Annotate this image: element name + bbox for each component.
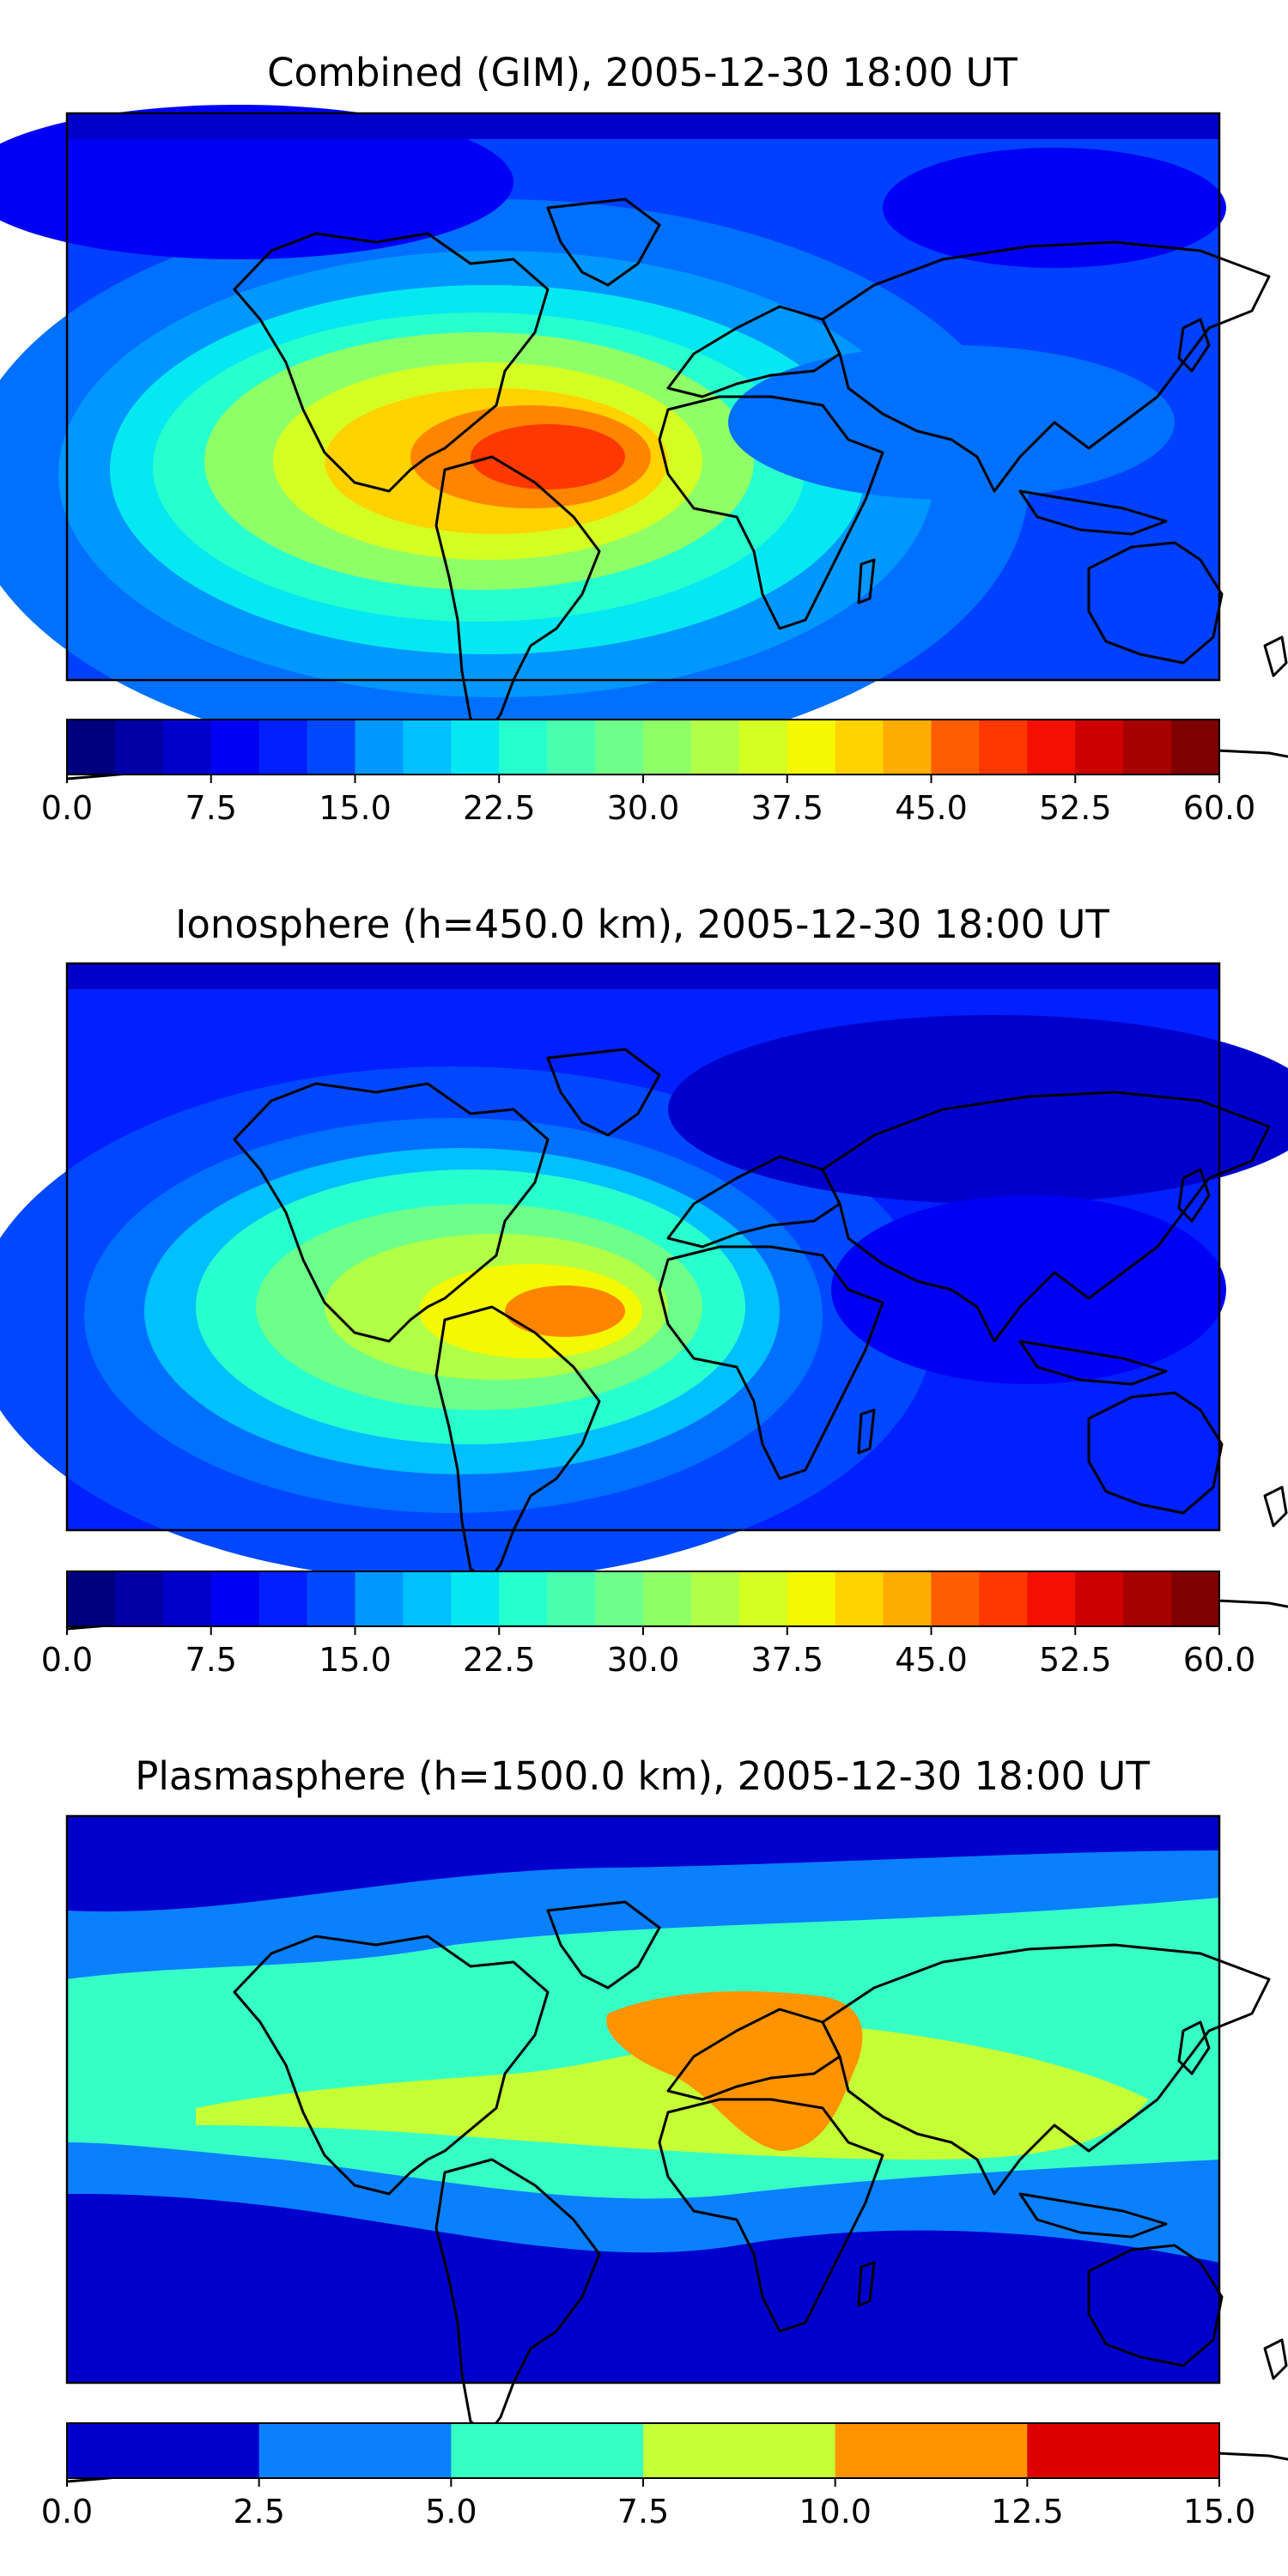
colorbar-tick-label: 37.5 — [750, 1641, 823, 1679]
colorbar-segment — [403, 720, 452, 775]
colorbar-segment — [114, 1571, 164, 1626]
colorbar-tick-label: 12.5 — [991, 2493, 1064, 2530]
colorbar-tick-label: 37.5 — [750, 789, 823, 827]
colorbar-segment — [835, 1571, 884, 1626]
colorbar-segment — [595, 720, 644, 775]
colorbar-tick-label: 45.0 — [895, 789, 968, 827]
colorbar-segment — [931, 720, 981, 775]
colorbar-segment — [499, 720, 548, 775]
colorbar-tick-label: 15.0 — [1183, 2493, 1256, 2530]
colorbar-segment — [1075, 720, 1124, 775]
colorbar-segment — [355, 1571, 404, 1626]
panel-title-plasmasphere: Plasmasphere (h=1500.0 km), 2005-12-30 1… — [135, 1753, 1150, 1799]
map-frame — [65, 1814, 1221, 2385]
colorbar-combined: 0.0 7.5 15.0 22.5 30.0 37.5 45.0 52.5 60.0 — [41, 719, 1256, 827]
colorbar-tick-label: 30.0 — [607, 1641, 680, 1679]
colorbar-segment — [547, 720, 596, 775]
map-frame — [65, 962, 1221, 1532]
colorbar-segment — [451, 2423, 644, 2478]
colorbar-segment — [1027, 1571, 1076, 1626]
colorbar-segment — [1027, 720, 1076, 775]
colorbar-plasmasphere: 0.0 2.5 5.0 7.5 10.0 12.5 15.0 — [41, 2422, 1256, 2530]
colorbar-segment — [67, 720, 116, 775]
colorbar-segment — [787, 1571, 836, 1626]
panel-plasmasphere: Plasmasphere (h=1500.0 km), 2005-12-30 1… — [41, 1753, 1288, 2530]
colorbar-segment — [307, 1571, 356, 1626]
colorbar-tick-label: 7.5 — [185, 789, 237, 827]
colorbar-segment — [258, 720, 308, 775]
colorbar-tick-label: 5.0 — [425, 2493, 477, 2530]
colorbar-segment — [403, 1571, 452, 1626]
colorbar-segment — [883, 1571, 933, 1626]
colorbar-segment — [210, 1571, 260, 1626]
colorbar-tick-label: 22.5 — [463, 789, 536, 827]
colorbar-tick-label: 60.0 — [1183, 1641, 1256, 1679]
colorbar-tick-label: 2.5 — [233, 2493, 284, 2530]
colorbar-segment — [114, 720, 164, 775]
colorbar-segment — [1075, 1571, 1124, 1626]
colorbar-segment — [835, 720, 884, 775]
colorbar-tick-label: 7.5 — [617, 2493, 669, 2530]
heat-field-plasmasphere — [67, 1850, 1219, 2263]
colorbar-segment — [643, 1571, 692, 1626]
colorbar-segment — [979, 1571, 1028, 1626]
colorbar-tick-label: 52.5 — [1039, 1641, 1112, 1679]
colorbar-ionosphere: 0.0 7.5 15.0 22.5 30.0 37.5 45.0 52.5 60.0 — [41, 1571, 1256, 1679]
heat-field-combined — [0, 105, 1226, 766]
panel-combined: Combined (GIM), 2005-12-30 18:00 UT — [0, 50, 1288, 827]
colorbar-tick-label: 0.0 — [41, 1641, 93, 1679]
colorbar-segment — [738, 720, 788, 775]
colorbar-tick-label: 45.0 — [895, 1641, 968, 1679]
colorbar-tick-label: 15.0 — [319, 1641, 392, 1679]
map-plasmasphere — [65, 1814, 1288, 2483]
map-frame — [65, 112, 1221, 682]
colorbar-tick-label: 0.0 — [41, 789, 93, 827]
colorbar-segment — [307, 720, 356, 775]
colorbar-segment — [931, 1571, 981, 1626]
colorbar-segment — [67, 1571, 116, 1626]
colorbar-segment — [547, 1571, 596, 1626]
colorbar-segment — [499, 1571, 548, 1626]
colorbar-segment — [979, 720, 1028, 775]
colorbar-tick-label: 22.5 — [463, 1641, 536, 1679]
colorbar-segment — [258, 2423, 452, 2478]
colorbar-segment — [1123, 720, 1172, 775]
heat-field-ionosphere — [0, 963, 1288, 1582]
colorbar-segment — [67, 2423, 260, 2478]
colorbar-tick-label: 30.0 — [607, 789, 680, 827]
colorbar-tick-label: 0.0 — [41, 2493, 93, 2530]
colorbar-segment — [1123, 1571, 1172, 1626]
colorbar-segment — [162, 720, 212, 775]
colorbar-tick-label: 7.5 — [185, 1641, 237, 1679]
panel-title-ionosphere: Ionosphere (h=450.0 km), 2005-12-30 18:0… — [175, 902, 1109, 947]
colorbar-segment — [690, 720, 740, 775]
colorbar-segment — [210, 720, 260, 775]
colorbar-tick-label: 60.0 — [1183, 789, 1256, 827]
colorbar-tick-label: 52.5 — [1039, 789, 1112, 827]
colorbar-segment — [1027, 2423, 1220, 2478]
colorbar-segment — [162, 1571, 212, 1626]
colorbar-segment — [787, 720, 836, 775]
colorbar-segment — [1171, 1571, 1220, 1626]
colorbar-segment — [690, 1571, 740, 1626]
panel-title-combined: Combined (GIM), 2005-12-30 18:00 UT — [267, 50, 1018, 95]
colorbar-segment — [643, 2423, 836, 2478]
colorbar-segment — [258, 1571, 308, 1626]
colorbar-segment — [643, 720, 692, 775]
colorbar-segment — [883, 720, 933, 775]
map-ionosphere — [0, 962, 1288, 1631]
colorbar-segment — [451, 720, 500, 775]
colorbar-tick-label: 10.0 — [799, 2493, 872, 2530]
colorbar-segment — [1171, 720, 1220, 775]
panel-ionosphere: Ionosphere (h=450.0 km), 2005-12-30 18:0… — [0, 902, 1288, 1679]
colorbar-segment — [835, 2423, 1028, 2478]
colorbar-segment — [451, 1571, 500, 1626]
colorbar-segment — [738, 1571, 788, 1626]
colorbar-tick-label: 15.0 — [319, 789, 392, 827]
colorbar-segment — [595, 1571, 644, 1626]
colorbar-segment — [355, 720, 404, 775]
map-combined — [0, 105, 1288, 781]
